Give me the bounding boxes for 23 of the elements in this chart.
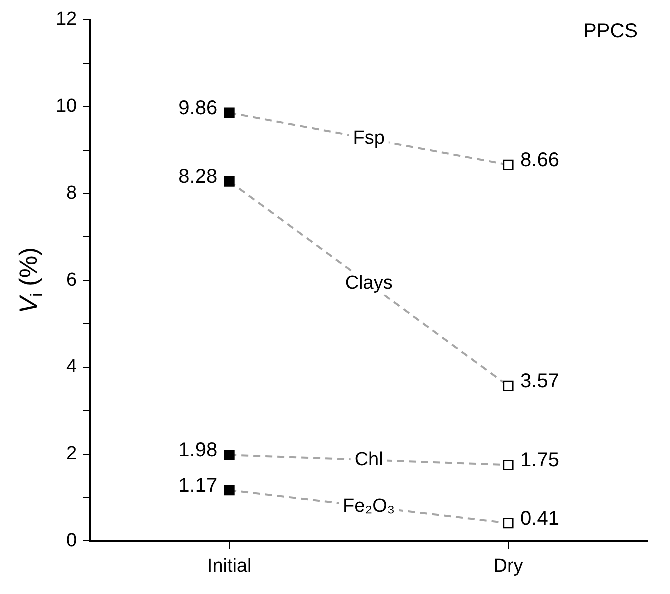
data-label: 0.41 [520,508,560,530]
chart-title: PPCS [584,20,638,43]
data-label: 1.75 [520,450,560,472]
data-label: 1.98 [178,440,218,462]
data-label: 9.86 [178,97,218,120]
series-label: Fe₂O₃ [343,496,396,518]
y-tick-label: 2 [66,444,78,465]
y-tick-label: 6 [66,270,78,291]
data-label: 1.17 [178,474,218,497]
y-tick-label: 4 [66,356,78,378]
series-label: Chl [354,449,384,470]
x-tick-label: Dry [494,556,524,577]
y-tick-label: 0 [66,530,78,552]
x-tick-label: Initial [207,556,252,577]
y-tick-label: 10 [56,96,78,118]
data-label: 8.28 [178,166,218,188]
data-label: 3.57 [520,370,560,393]
series-label: Clays [345,273,393,294]
y-tick-label: 8 [66,182,78,204]
data-label: 8.66 [520,150,560,172]
y-axis-title: Vi (%) [14,248,46,314]
y-tick-label: 12 [56,9,78,30]
series-label: Fsp [353,128,385,150]
